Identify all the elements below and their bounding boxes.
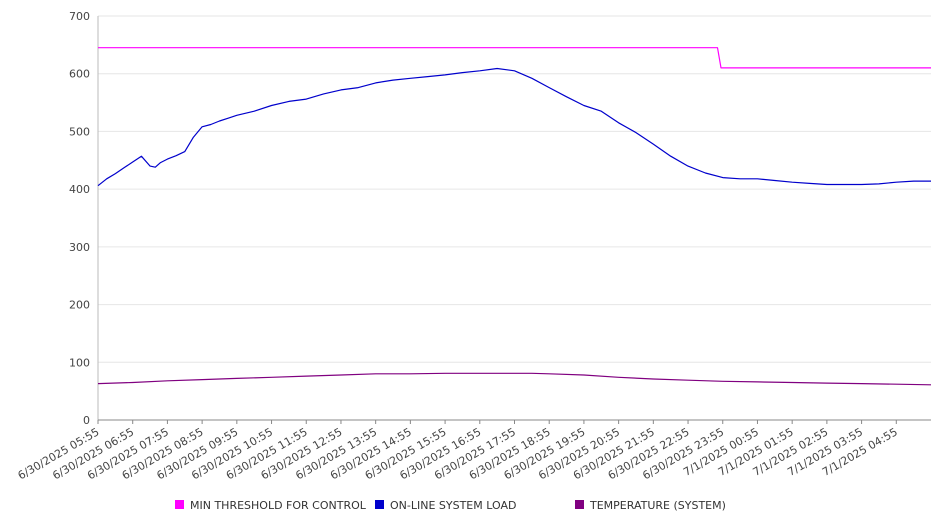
series-line-1 [97, 67, 931, 187]
legend-label: MIN THRESHOLD FOR CONTROL [190, 499, 367, 512]
legend-swatch [575, 500, 584, 509]
y-tick-label: 700 [69, 10, 90, 23]
y-tick-label: 400 [69, 183, 90, 196]
legend-swatch [175, 500, 184, 509]
series-line-2 [97, 372, 932, 386]
y-tick-label: 600 [69, 68, 90, 81]
x-axis-ticks: 6/30/2025 05:556/30/2025 06:556/30/2025 … [16, 420, 900, 482]
y-tick-label: 500 [69, 125, 90, 138]
legend-swatch [375, 500, 384, 509]
y-tick-label: 100 [69, 356, 90, 369]
grid-lines [98, 15, 931, 363]
legend-label: TEMPERATURE (SYSTEM) [589, 499, 726, 512]
legend: MIN THRESHOLD FOR CONTROL ON-LINE SYSTEM … [175, 499, 726, 512]
y-tick-label: 200 [69, 299, 90, 312]
series-line-0 [98, 47, 931, 69]
y-tick-label: 0 [83, 414, 90, 427]
y-tick-label: 300 [69, 241, 90, 254]
legend-label: ON-LINE SYSTEM LOAD [390, 499, 516, 512]
y-axis-ticks: 0 100 200 300 400 500 600 700 [69, 10, 90, 427]
series-lines [97, 47, 932, 386]
chart-axes [97, 16, 931, 421]
